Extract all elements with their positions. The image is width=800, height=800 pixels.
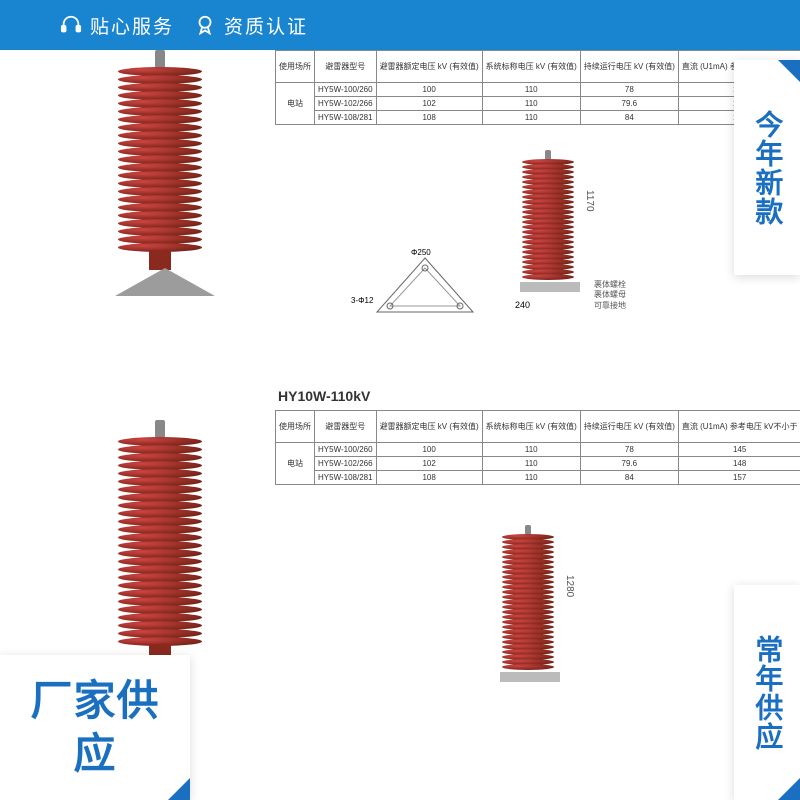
note2: 裹体螺母 — [594, 290, 626, 300]
diagram-1: 1170 240 — [520, 150, 576, 292]
td: 145 — [678, 443, 800, 457]
diagram-2: 1280 — [500, 525, 556, 682]
td: HY5W-108/281 — [315, 471, 377, 485]
dim-w1: 240 — [515, 300, 530, 310]
badge-stock: 常年供应 — [734, 585, 800, 800]
th-model: 避雷器型号 — [315, 51, 377, 83]
headset-icon — [60, 14, 82, 36]
td: 78 — [580, 83, 678, 97]
top-cert-label: 资质认证 — [224, 12, 308, 39]
td: 84 — [580, 111, 678, 125]
dim-h1: 1170 — [584, 190, 595, 212]
top-bar: 贴心服务 资质认证 — [0, 0, 800, 50]
td: 102 — [376, 457, 482, 471]
badge-supplier: 厂家供应 — [0, 655, 190, 800]
td: 110 — [482, 83, 580, 97]
badge-left-text: 厂家供应 — [30, 677, 159, 777]
td: 100 — [376, 443, 482, 457]
dim-h2: 1280 — [564, 575, 575, 597]
td: 110 — [482, 457, 580, 471]
td: 148 — [678, 457, 800, 471]
td: HY5W-102/266 — [315, 97, 377, 111]
spec-table-1: 使用场所 避雷器型号 避雷器额定电压 kV (有效值) 系统标称电压 kV (有… — [275, 50, 800, 125]
th-rated: 避雷器额定电压 kV (有效值) — [376, 51, 482, 83]
th-sys: 系统标称电压 kV (有效值) — [482, 51, 580, 83]
note1: 裹体螺栓 — [594, 280, 626, 290]
section-1: for(let i=0;i<1;i++)0; 使用场所 避雷器型号 避雷器额定电… — [0, 50, 800, 380]
td: 108 — [376, 471, 482, 485]
td: 100 — [376, 83, 482, 97]
note3: 可靠接地 — [594, 301, 626, 311]
td: 102 — [376, 97, 482, 111]
td: 110 — [482, 443, 580, 457]
badge-rb-text: 常年供应 — [752, 635, 783, 751]
insulator-large-1: for(let i=0;i<1;i++)0; — [115, 50, 205, 298]
td: 79.6 — [580, 97, 678, 111]
td: 79.6 — [580, 457, 678, 471]
td-group: 电站 — [276, 83, 315, 125]
td: 78 — [580, 443, 678, 457]
top-cert: 资质认证 — [194, 12, 308, 39]
rosette-icon — [194, 14, 216, 36]
badge-new: 今年新款 — [734, 60, 800, 275]
th: 直流 (U1mA) 参考电压 kV不小于 — [678, 411, 800, 443]
section2-title: HY10W-110kV — [278, 388, 370, 404]
top-service-label: 贴心服务 — [90, 12, 174, 39]
td: 157 — [678, 471, 800, 485]
th-place: 使用场所 — [276, 51, 315, 83]
td: 108 — [376, 111, 482, 125]
hole-d: Φ250 — [411, 248, 431, 257]
td: HY5W-100/260 — [315, 83, 377, 97]
top-service: 贴心服务 — [60, 12, 174, 39]
spec-table-2: 使用场所 避雷器型号 避雷器额定电压 kV (有效值) 系统标称电压 kV (有… — [275, 410, 800, 485]
bolt-d: 3-Φ12 — [351, 296, 373, 305]
td: 110 — [482, 111, 580, 125]
insulator-large-2 — [115, 420, 205, 694]
th: 系统标称电压 kV (有效值) — [482, 411, 580, 443]
th-cont: 持续运行电压 kV (有效值) — [580, 51, 678, 83]
td: HY5W-100/260 — [315, 443, 377, 457]
th: 持续运行电压 kV (有效值) — [580, 411, 678, 443]
th: 使用场所 — [276, 411, 315, 443]
th: 避雷器型号 — [315, 411, 377, 443]
td: HY5W-102/266 — [315, 457, 377, 471]
badge-rt-text: 今年新款 — [752, 110, 783, 226]
td: 110 — [482, 471, 580, 485]
td: 110 — [482, 97, 580, 111]
td: HY5W-108/281 — [315, 111, 377, 125]
th: 避雷器额定电压 kV (有效值) — [376, 411, 482, 443]
footplate-diagram: Φ250 3-Φ12 — [365, 250, 485, 330]
td: 电站 — [276, 443, 315, 485]
note-block: 裹体螺栓 裹体螺母 可靠接地 — [594, 280, 626, 311]
td: 84 — [580, 471, 678, 485]
